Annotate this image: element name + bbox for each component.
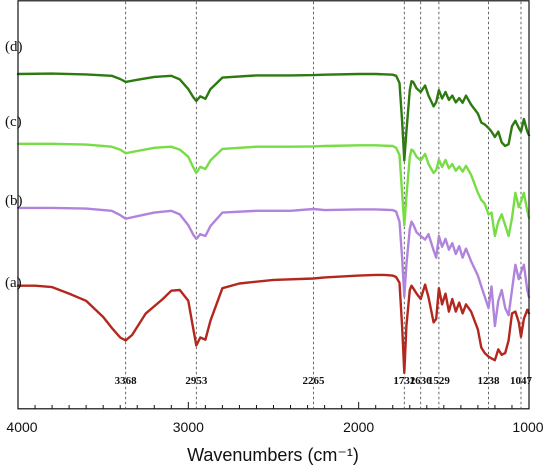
peak-label-2265: 2265 [303, 375, 326, 387]
peak-label-1636: 1636 [410, 375, 433, 387]
series-line-c [16, 142, 531, 238]
series-label-c: (c) [5, 114, 22, 130]
peak-reference-lines [125, 1, 522, 408]
series-line-b [16, 206, 531, 328]
x-tick-label-2000: 2000 [343, 419, 374, 435]
series-labels: (d) (c) (b) (a) [5, 39, 23, 291]
x-tick-label-1000: 1000 [512, 419, 543, 435]
peak-label-2953: 2953 [185, 375, 208, 387]
series-line-a [16, 273, 531, 374]
plot-frame [17, 0, 530, 410]
series-line-d [16, 72, 531, 162]
series-label-d: (d) [5, 39, 23, 55]
peak-label-1238: 1238 [477, 375, 500, 387]
spectra-series [16, 72, 531, 374]
series-label-b: (b) [5, 193, 23, 209]
peak-label-1047: 1047 [510, 375, 533, 387]
peak-label-1529: 1529 [428, 375, 451, 387]
x-tick-label-3000: 3000 [173, 419, 204, 435]
peak-label-1732: 1732 [393, 375, 416, 387]
series-label-a: (a) [5, 275, 22, 291]
x-axis-ticks: 4000 3000 2000 1000 [6, 402, 544, 435]
x-axis-title: Wavenumbers (cm⁻¹) [187, 445, 359, 465]
x-tick-label-4000: 4000 [6, 419, 37, 435]
peak-label-3368: 3368 [115, 375, 138, 387]
